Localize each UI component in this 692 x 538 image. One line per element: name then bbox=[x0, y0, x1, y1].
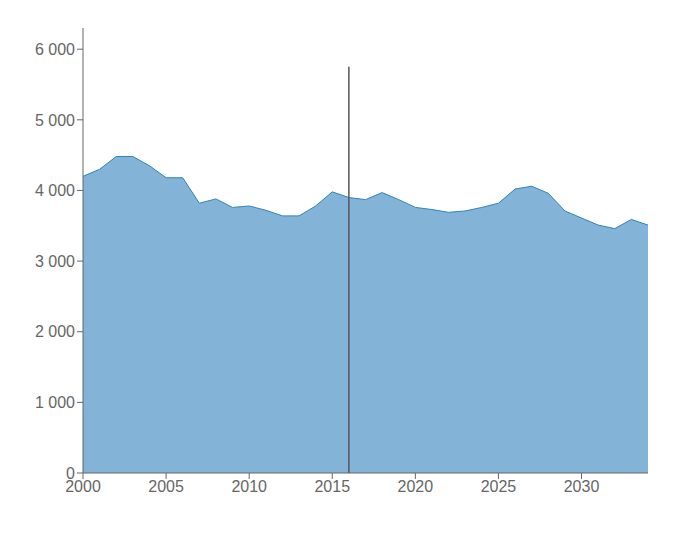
svg-text:2015: 2015 bbox=[314, 478, 350, 495]
svg-text:2030: 2030 bbox=[564, 478, 600, 495]
svg-text:2005: 2005 bbox=[148, 478, 184, 495]
svg-text:6 000: 6 000 bbox=[35, 41, 75, 58]
svg-text:4 000: 4 000 bbox=[35, 182, 75, 199]
svg-text:2025: 2025 bbox=[481, 478, 517, 495]
svg-text:1 000: 1 000 bbox=[35, 394, 75, 411]
svg-text:2020: 2020 bbox=[398, 478, 434, 495]
svg-text:3 000: 3 000 bbox=[35, 253, 75, 270]
svg-text:2000: 2000 bbox=[65, 478, 101, 496]
svg-text:5 000: 5 000 bbox=[35, 112, 75, 129]
svg-text:2 000: 2 000 bbox=[35, 323, 75, 340]
svg-text:0: 0 bbox=[66, 465, 75, 482]
svg-text:2010: 2010 bbox=[231, 478, 267, 495]
